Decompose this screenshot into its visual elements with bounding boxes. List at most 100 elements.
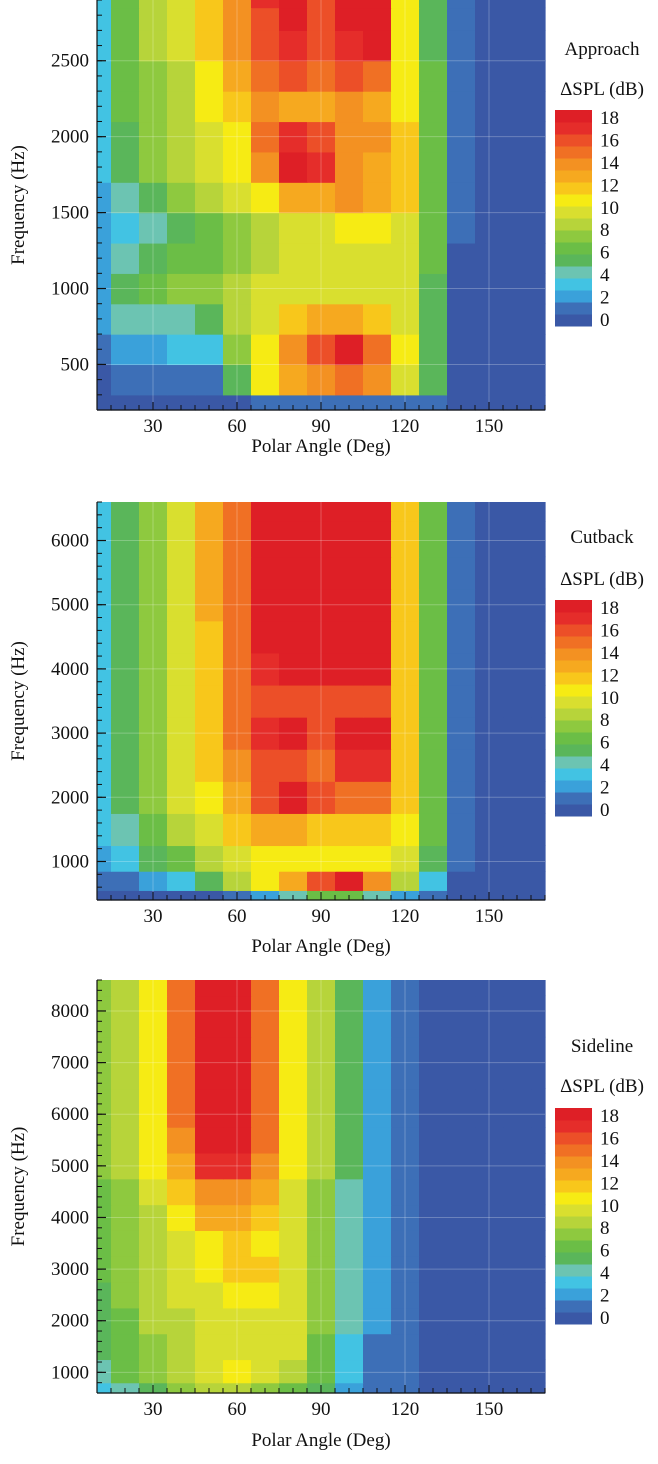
heatmap-cell bbox=[447, 30, 476, 62]
heatmap-cell bbox=[531, 364, 546, 396]
colorbar-swatch bbox=[555, 242, 592, 255]
heatmap-cell bbox=[335, 995, 364, 1038]
heatmap-cell bbox=[531, 1127, 546, 1154]
heatmap-cell bbox=[251, 871, 280, 891]
heatmap-cell bbox=[97, 60, 112, 92]
heatmap-cell bbox=[195, 1230, 224, 1257]
heatmap-cell bbox=[139, 1088, 168, 1128]
heatmap-cell bbox=[391, 1178, 420, 1206]
heatmap-cell bbox=[251, 1178, 280, 1206]
heatmap-cell bbox=[167, 60, 196, 92]
heatmap-cell bbox=[391, 1204, 420, 1231]
heatmap-cell bbox=[223, 273, 252, 305]
colorbar-swatch bbox=[555, 122, 592, 135]
colorbar-tick-label: 8 bbox=[600, 710, 610, 731]
heatmap-cell bbox=[111, 30, 140, 62]
heatmap-cell bbox=[363, 1204, 392, 1231]
heatmap-cell bbox=[503, 303, 532, 335]
heatmap-cell bbox=[251, 684, 280, 718]
y-tick-label: 2000 bbox=[51, 127, 89, 148]
heatmap-cell bbox=[531, 871, 546, 891]
heatmap-cell bbox=[335, 1178, 364, 1206]
heatmap-cell bbox=[475, 620, 504, 654]
heatmap-cell bbox=[307, 1359, 336, 1384]
heatmap-cell bbox=[167, 212, 196, 244]
heatmap-cell bbox=[419, 620, 448, 654]
heatmap-cell bbox=[251, 717, 280, 750]
heatmap-cell bbox=[139, 1333, 168, 1361]
x-tick-label: 150 bbox=[475, 416, 504, 437]
heatmap-cell bbox=[223, 652, 252, 686]
colorbar-swatch bbox=[555, 290, 592, 303]
heatmap-cell bbox=[419, 273, 448, 305]
heatmap-cell bbox=[447, 781, 476, 814]
heatmap-cell bbox=[167, 303, 196, 335]
heatmap-cell bbox=[111, 334, 140, 366]
heatmap-cell bbox=[391, 781, 420, 814]
heatmap-cell bbox=[223, 7, 252, 31]
heatmap-cell bbox=[223, 151, 252, 183]
heatmap-cell bbox=[391, 845, 420, 872]
heatmap-cell bbox=[503, 151, 532, 183]
heatmap-cell bbox=[419, 182, 448, 214]
heatmap-cell bbox=[503, 394, 532, 411]
y-tick-label: 2000 bbox=[51, 1311, 89, 1332]
colorbar-swatch bbox=[555, 1132, 592, 1145]
y-tick-label: 6000 bbox=[51, 1104, 89, 1125]
heatmap-cell bbox=[391, 995, 420, 1038]
heatmap-cell bbox=[223, 182, 252, 214]
heatmap-cell bbox=[139, 995, 168, 1038]
heatmap-cell bbox=[139, 7, 168, 31]
heatmap-cell bbox=[503, 781, 532, 814]
heatmap-cell bbox=[111, 91, 140, 123]
heatmap-cell bbox=[223, 749, 252, 782]
heatmap-cell bbox=[167, 521, 196, 558]
colorbar-tick-label: 0 bbox=[600, 310, 610, 331]
x-tick-label: 90 bbox=[312, 1399, 331, 1420]
colorbar-tick-label: 18 bbox=[600, 598, 619, 619]
heatmap-cell bbox=[531, 212, 546, 244]
heatmap-cell bbox=[447, 556, 476, 590]
heatmap-cell bbox=[251, 151, 280, 183]
heatmap-cell bbox=[279, 1282, 308, 1309]
heatmap-cell bbox=[223, 588, 252, 622]
heatmap-cell bbox=[195, 30, 224, 62]
heatmap-cell bbox=[139, 1127, 168, 1154]
heatmap-cell bbox=[111, 781, 140, 814]
heatmap-cell bbox=[475, 749, 504, 782]
heatmap-cell bbox=[419, 1333, 448, 1361]
heatmap-cell bbox=[251, 7, 280, 31]
heatmap-cell bbox=[475, 1256, 504, 1283]
heatmap-cell bbox=[97, 30, 112, 62]
heatmap-cell bbox=[223, 0, 252, 9]
heatmap-cell bbox=[391, 871, 420, 891]
heatmap-cell bbox=[475, 1230, 504, 1257]
heatmap-cell bbox=[167, 30, 196, 62]
heatmap-cell bbox=[139, 0, 168, 9]
heatmap-cell bbox=[391, 521, 420, 558]
heatmap-cell bbox=[503, 1127, 532, 1154]
heatmap-cell bbox=[139, 273, 168, 305]
heatmap-cell bbox=[475, 781, 504, 814]
heatmap-cell bbox=[531, 1333, 546, 1361]
heatmap-cell bbox=[195, 980, 224, 997]
heatmap-cell bbox=[363, 1178, 392, 1206]
heatmap-cell bbox=[531, 1036, 546, 1090]
heatmap-cell bbox=[475, 1359, 504, 1384]
heatmap-cell bbox=[363, 1256, 392, 1283]
heatmap-cell bbox=[503, 1282, 532, 1309]
heatmap-cell bbox=[391, 1307, 420, 1335]
heatmap-cell bbox=[307, 121, 336, 153]
colorbar-swatch bbox=[555, 1108, 592, 1121]
heatmap-cell bbox=[223, 871, 252, 891]
heatmap-cell bbox=[335, 502, 364, 522]
heatmap-cell bbox=[139, 684, 168, 718]
heatmap-cell bbox=[195, 91, 224, 123]
heatmap-cell bbox=[251, 620, 280, 654]
heatmap-cell bbox=[111, 60, 140, 92]
heatmap-cell bbox=[279, 91, 308, 123]
heatmap-cell bbox=[531, 334, 546, 366]
heatmap-cell bbox=[167, 242, 196, 274]
heatmap-cell bbox=[391, 813, 420, 847]
heatmap-cell bbox=[167, 151, 196, 183]
